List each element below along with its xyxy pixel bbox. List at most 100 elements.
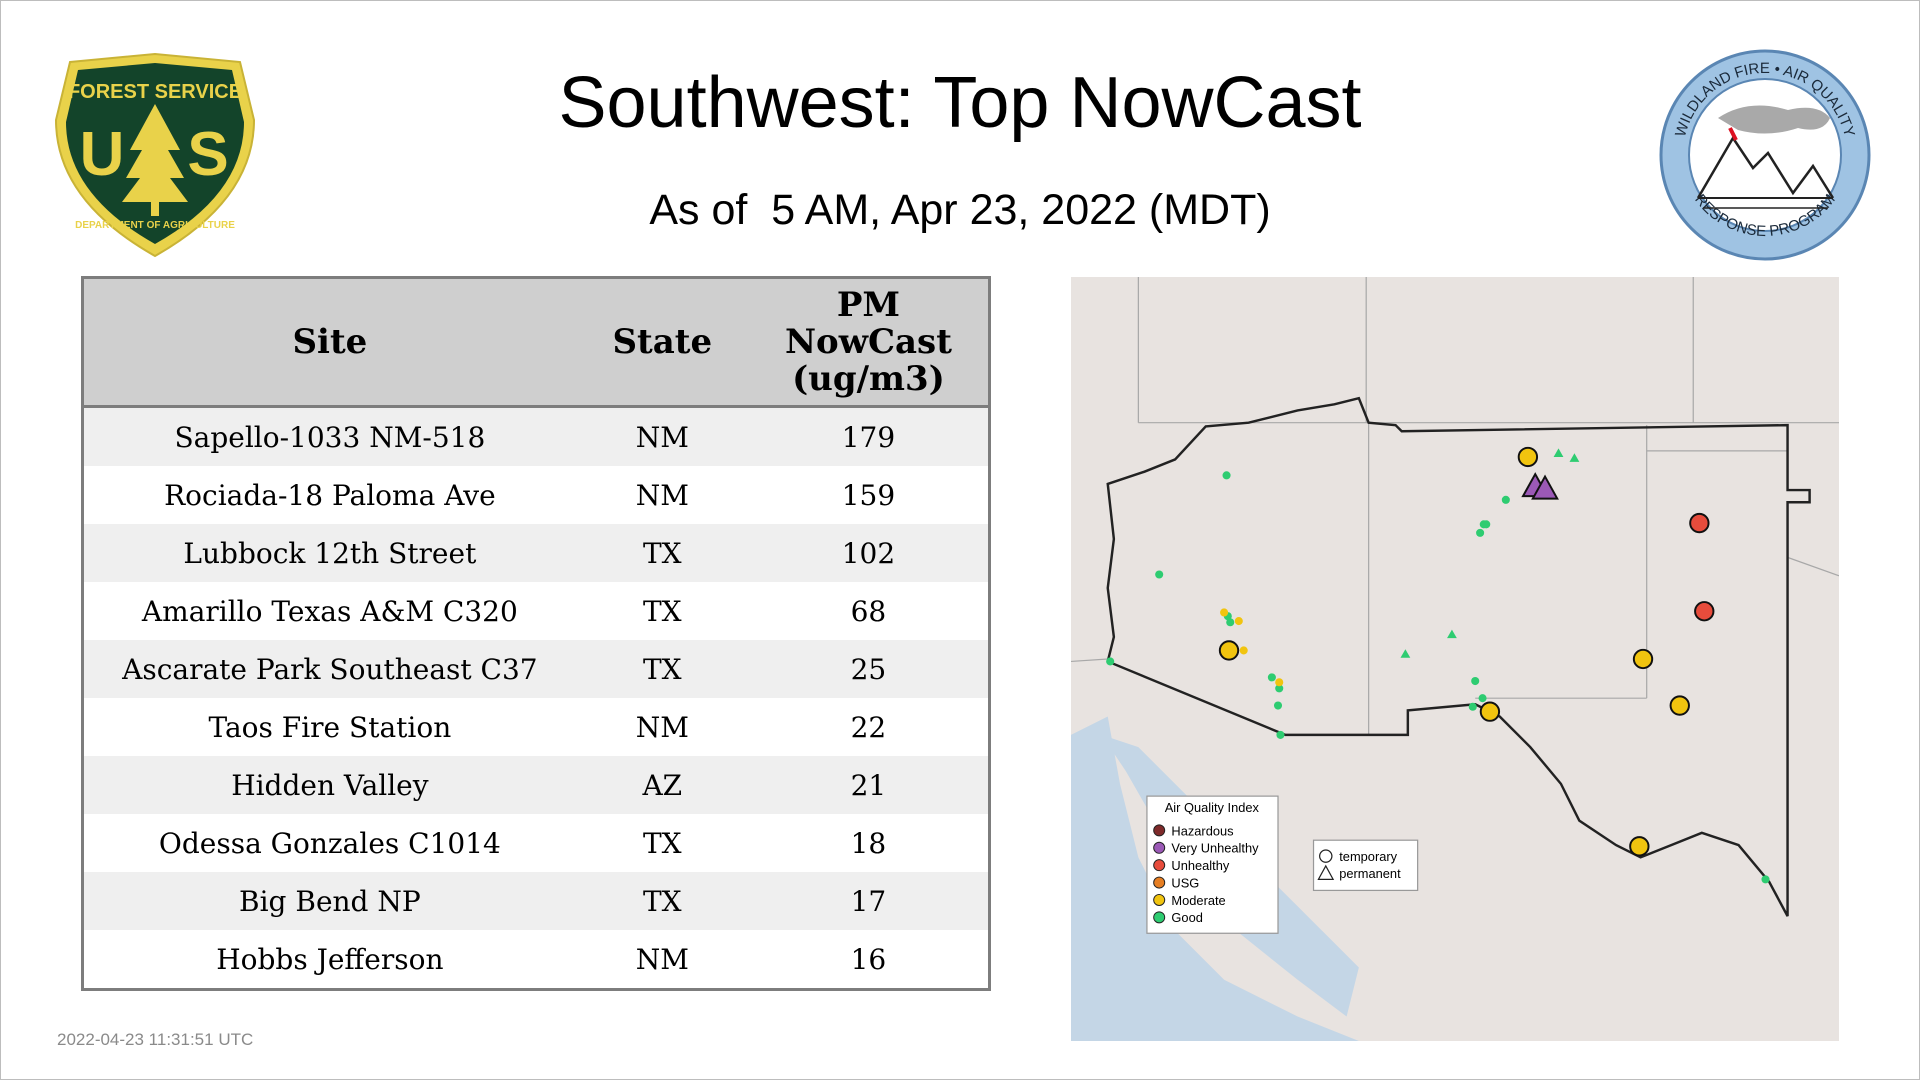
legend-label: Very Unhealthy <box>1171 841 1259 856</box>
site-marker-good[interactable] <box>1106 657 1115 666</box>
site-marker-unhealthy[interactable] <box>1694 601 1715 622</box>
pm-value-cell: 25 <box>748 640 990 698</box>
legend-title: Air Quality Index <box>1165 800 1260 815</box>
state-cell: TX <box>575 640 749 698</box>
site-cell: Rociada-18 Paloma Ave <box>82 466 576 524</box>
site-marker-good[interactable] <box>1476 528 1485 537</box>
pm-header-line: PM <box>836 284 901 325</box>
state-cell: NM <box>575 406 749 466</box>
site-cell: Big Bend NP <box>82 872 576 930</box>
site-marker-moderate[interactable] <box>1629 836 1650 857</box>
svg-text:DEPARTMENT OF AGRICULTURE: DEPARTMENT OF AGRICULTURE <box>75 220 235 231</box>
site-marker-moderate[interactable] <box>1517 446 1539 468</box>
legend-label: USG <box>1171 875 1199 890</box>
svg-text:FOREST SERVICE: FOREST SERVICE <box>68 81 242 103</box>
wildland-fire-air-quality-logo: WILDLAND FIRE • AIR QUALITY RESPONSE PRO… <box>1659 49 1871 261</box>
map-water-pacific <box>1071 716 1359 1041</box>
legend-swatch-icon <box>1153 824 1166 837</box>
column-header-site: Site <box>82 277 576 408</box>
table-row: Odessa Gonzales C1014 TX 18 <box>82 814 990 872</box>
site-marker-moderate-small[interactable] <box>1239 646 1248 655</box>
table-row: Lubbock 12th Street TX 102 <box>82 524 990 582</box>
legend-swatch-icon <box>1153 911 1166 924</box>
state-cell: TX <box>575 582 749 640</box>
site-cell: Taos Fire Station <box>82 698 576 756</box>
table-row: Amarillo Texas A&M C320 TX 68 <box>82 582 990 640</box>
site-marker-good-permanent[interactable] <box>1569 453 1580 462</box>
table-row: Hobbs Jefferson NM 16 <box>82 930 990 990</box>
pm-value-cell: 159 <box>748 466 990 524</box>
site-cell: Ascarate Park Southeast C37 <box>82 640 576 698</box>
site-marker-good[interactable] <box>1222 471 1231 480</box>
legend-swatch-icon <box>1153 876 1166 889</box>
legend-swatch-icon <box>1153 859 1166 872</box>
state-cell: TX <box>575 524 749 582</box>
shape-legend: temporary permanent <box>1312 839 1419 892</box>
site-cell: Amarillo Texas A&M C320 <box>82 582 576 640</box>
svg-text:S: S <box>187 120 228 189</box>
state-cell: TX <box>575 872 749 930</box>
page-subtitle: As of 5 AM, Apr 23, 2022 (MDT) <box>649 186 1271 234</box>
site-marker-unhealthy[interactable] <box>1689 512 1710 534</box>
site-marker-good[interactable] <box>1478 694 1487 703</box>
legend-permanent: permanent <box>1339 866 1401 881</box>
page-title: Southwest: Top NowCast <box>558 63 1362 143</box>
site-marker-good-permanent[interactable] <box>1553 448 1564 457</box>
legend-label: Good <box>1171 910 1202 925</box>
site-marker-moderate[interactable] <box>1669 695 1690 716</box>
site-marker-moderate[interactable] <box>1632 648 1654 670</box>
svg-text:U: U <box>80 120 125 189</box>
state-cell: TX <box>575 814 749 872</box>
legend-label: Hazardous <box>1171 823 1233 838</box>
site-marker-moderate[interactable] <box>1218 640 1240 661</box>
site-marker-good-permanent[interactable] <box>1400 649 1411 658</box>
site-cell: Hobbs Jefferson <box>82 930 576 990</box>
legend-label: Unhealthy <box>1171 858 1229 873</box>
site-cell: Sapello-1033 NM-518 <box>82 406 576 466</box>
temporary-circle-icon <box>1319 849 1333 863</box>
pm-value-cell: 179 <box>748 406 990 466</box>
air-quality-map[interactable]: Air Quality Index Hazardous Very Unhealth… <box>1071 277 1839 1041</box>
pm-value-cell: 102 <box>748 524 990 582</box>
table-row: Taos Fire Station NM 22 <box>82 698 990 756</box>
site-marker-good[interactable] <box>1468 702 1477 711</box>
state-cell: NM <box>575 930 749 990</box>
site-marker-moderate-small[interactable] <box>1234 617 1243 626</box>
generated-timestamp: 2022-04-23 11:31:51 UTC <box>57 1030 254 1049</box>
table-row: Rociada-18 Paloma Ave NM 159 <box>82 466 990 524</box>
table-row: Sapello-1033 NM-518 NM 179 <box>82 406 990 466</box>
pm-header-line: (ug/m3) <box>792 358 945 399</box>
table-row: Ascarate Park Southeast C37 TX 25 <box>82 640 990 698</box>
site-marker-good[interactable] <box>1471 676 1480 686</box>
site-marker-moderate[interactable] <box>1479 701 1501 722</box>
site-marker-good[interactable] <box>1501 495 1510 504</box>
site-marker-moderate-small[interactable] <box>1275 678 1284 687</box>
state-cell: NM <box>575 466 749 524</box>
table-row: Big Bend NP TX 17 <box>82 872 990 930</box>
site-marker-good[interactable] <box>1761 875 1770 884</box>
site-marker-good[interactable] <box>1155 570 1164 579</box>
site-marker-good[interactable] <box>1276 730 1285 739</box>
site-marker-good-permanent[interactable] <box>1447 629 1457 639</box>
table-row: Hidden Valley AZ 21 <box>82 756 990 814</box>
legend-temporary: temporary <box>1339 849 1397 864</box>
site-marker-good[interactable] <box>1482 520 1491 529</box>
site-marker-good[interactable] <box>1275 684 1284 693</box>
map-region-outline <box>1106 396 1811 917</box>
site-marker-very-unhealthy-permanent[interactable] <box>1531 474 1559 500</box>
legend-swatch-icon <box>1153 841 1166 854</box>
state-cell: AZ <box>575 756 749 814</box>
site-cell: Odessa Gonzales C1014 <box>82 814 576 872</box>
site-marker-good[interactable] <box>1226 618 1235 627</box>
permanent-triangle-icon <box>1317 864 1335 880</box>
column-header-state: State <box>575 277 749 408</box>
top-nowcast-table: Site State PM NowCast (ug/m3) Sapello-10… <box>81 276 991 991</box>
site-marker-good[interactable] <box>1273 701 1283 710</box>
pm-value-cell: 16 <box>748 930 990 990</box>
site-marker-good[interactable] <box>1267 673 1276 682</box>
pm-header-line: NowCast <box>784 321 952 362</box>
state-cell: NM <box>575 698 749 756</box>
site-marker-moderate-small[interactable] <box>1220 608 1229 617</box>
column-header-pm-nowcast: PM NowCast (ug/m3) <box>748 277 990 408</box>
table-header-row: Site State PM NowCast (ug/m3) <box>82 277 990 408</box>
